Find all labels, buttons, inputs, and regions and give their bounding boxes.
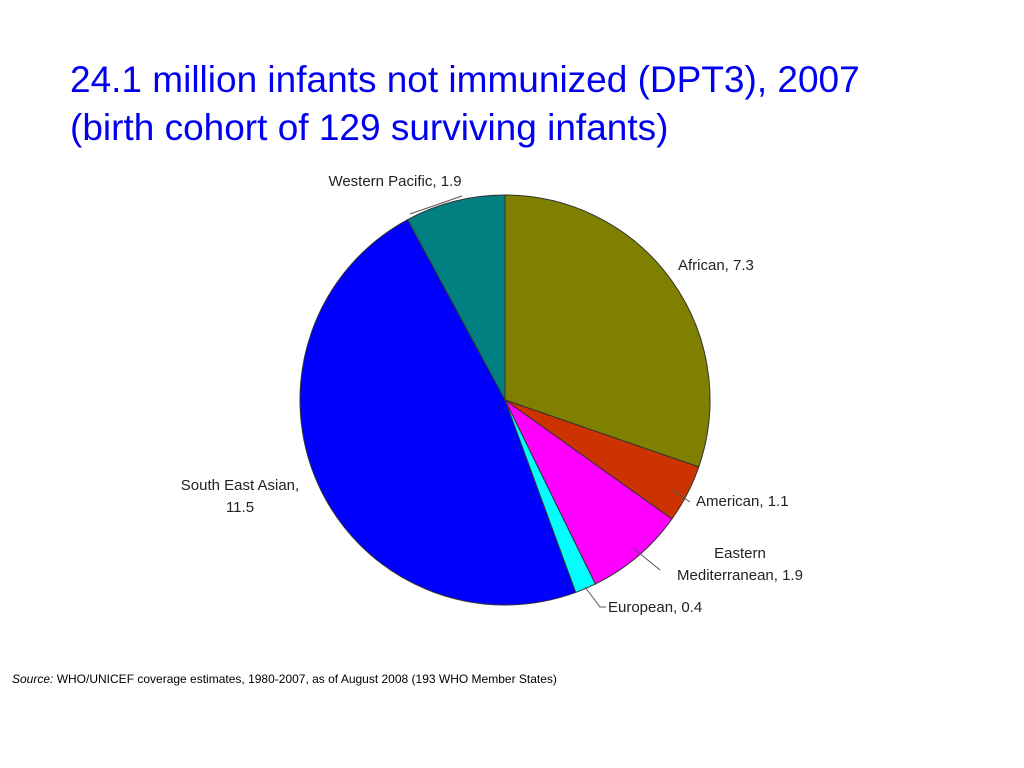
title-line-2: (birth cohort of 129 surviving infants): [70, 107, 669, 148]
slide-title: 24.1 million infants not immunized (DPT3…: [70, 56, 970, 152]
leader-line-eastern-mediterranean: [632, 547, 661, 571]
slice-label-african: African, 7.3: [678, 257, 754, 274]
source-label: Source:: [12, 672, 54, 686]
title-line-1: 24.1 million infants not immunized (DPT3…: [70, 59, 860, 100]
pie-slice-african: [504, 194, 711, 468]
pie-slice-western-pacific: [406, 194, 506, 401]
slice-label-european: European, 0.4: [608, 599, 702, 616]
leader-line-western-pacific: [409, 195, 463, 215]
source-footnote: Source: WHO/UNICEF coverage estimates, 1…: [12, 672, 557, 686]
pie-slice-eastern-mediterranean: [504, 399, 673, 585]
pie-slice-south-east-asian: [299, 218, 577, 606]
slice-label-western-pacific: Western Pacific, 1.9: [328, 173, 461, 190]
leader-line-european: [584, 586, 606, 608]
slice-label-eastern-mediterranean: Eastern Mediterranean, 1.9: [677, 545, 803, 584]
slice-label-south-east-asian: South East Asian, 11.5: [181, 477, 299, 516]
slice-label-american: American, 1.1: [696, 493, 789, 510]
source-text: WHO/UNICEF coverage estimates, 1980-2007…: [53, 672, 557, 686]
leader-line-american: [671, 489, 691, 503]
